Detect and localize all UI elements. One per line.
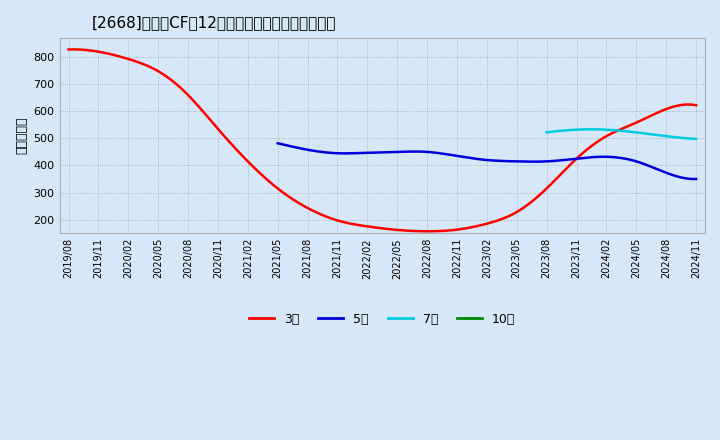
- 5年: [626, 157, 634, 162]
- 3年: [68, 47, 77, 52]
- 3年: [598, 136, 606, 142]
- 3年: [66, 47, 75, 52]
- 5年: [529, 159, 538, 164]
- 7年: [542, 130, 551, 135]
- 3年: [692, 103, 701, 108]
- 3年: [452, 227, 461, 232]
- 3年: [423, 229, 432, 234]
- 3年: [64, 47, 73, 52]
- 3年: [440, 228, 449, 234]
- 7年: [543, 130, 552, 135]
- 7年: [692, 136, 701, 142]
- Legend: 3年, 5年, 7年, 10年: 3年, 5年, 7年, 10年: [244, 308, 521, 331]
- 5年: [690, 176, 699, 182]
- 7年: [634, 130, 643, 136]
- 3年: [637, 117, 646, 123]
- Text: [2668]　営業CFだ12か月移動合計の平均値の推移: [2668] 営業CFだ12か月移動合計の平均値の推移: [92, 15, 336, 30]
- 3年: [442, 228, 451, 233]
- 5年: [274, 141, 282, 146]
- 7年: [631, 130, 640, 135]
- Line: 3年: 3年: [68, 49, 696, 231]
- 7年: [669, 134, 678, 139]
- Line: 5年: 5年: [278, 143, 696, 179]
- 7年: [631, 130, 640, 135]
- 5年: [523, 159, 531, 164]
- Y-axis label: （百万円）: （百万円）: [15, 117, 28, 154]
- Line: 7年: 7年: [546, 129, 696, 139]
- 5年: [275, 141, 284, 146]
- 5年: [692, 176, 701, 182]
- 5年: [521, 159, 530, 164]
- 5年: [652, 166, 661, 172]
- 7年: [588, 127, 596, 132]
- 7年: [678, 136, 687, 141]
